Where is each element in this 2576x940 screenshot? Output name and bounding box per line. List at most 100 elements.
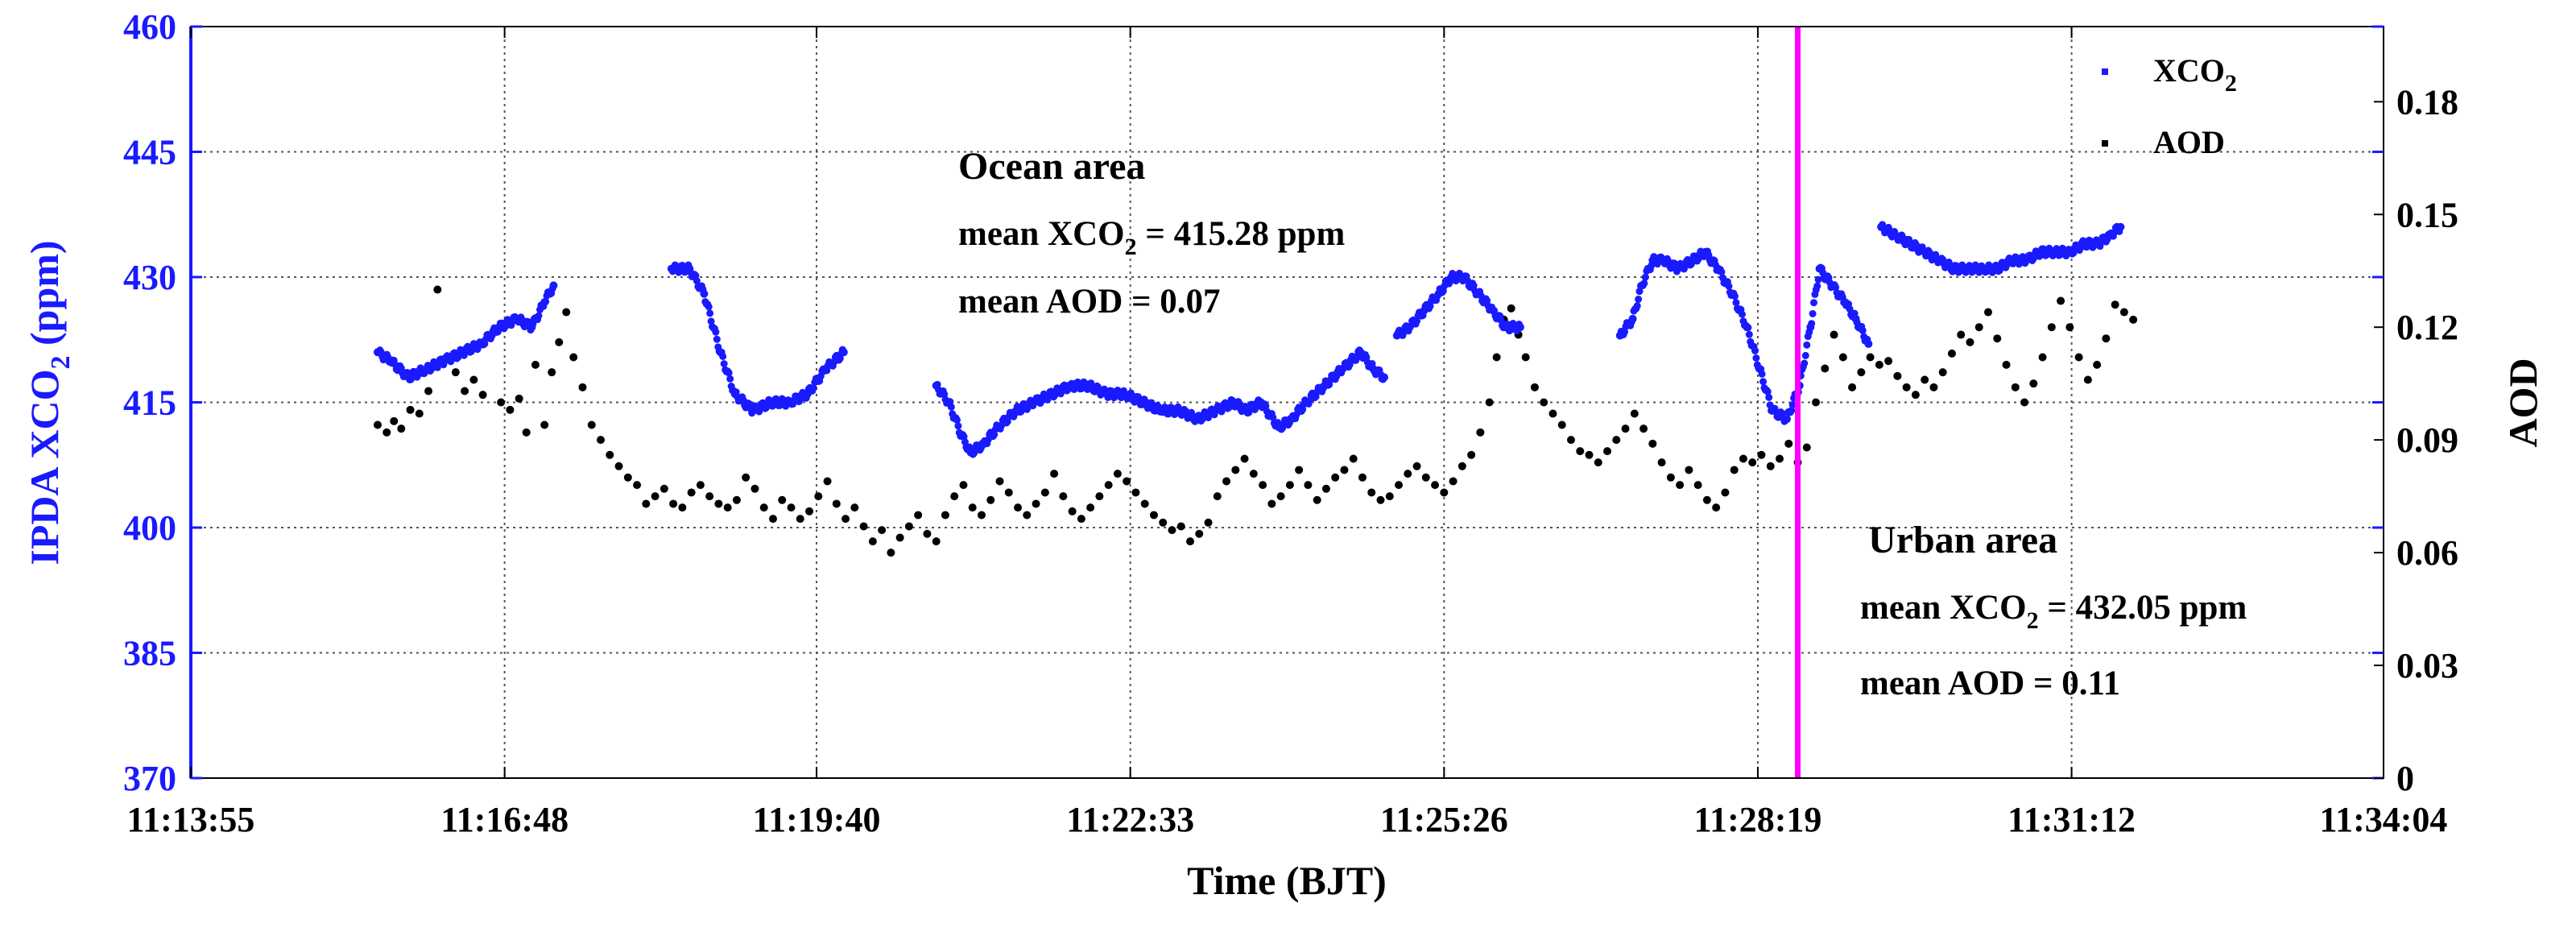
aod-point (1721, 488, 1730, 497)
aod-point (1921, 375, 1929, 384)
aod-point (959, 481, 968, 490)
xco2-point (535, 312, 543, 320)
aod-point (1040, 488, 1049, 497)
aod-point (1712, 503, 1721, 512)
xco2-point (1732, 299, 1740, 307)
aod-point (531, 360, 540, 369)
aod-point (1431, 481, 1440, 490)
aod-point (1911, 391, 1920, 400)
xco2-point (1635, 296, 1643, 304)
left-y-tick-label: 460 (123, 7, 176, 47)
aod-point (1893, 371, 1902, 380)
xco2-point (707, 317, 715, 325)
aod-point (1176, 522, 1185, 531)
xco2-point (725, 369, 733, 377)
aod-point (1812, 398, 1821, 407)
urban-title: Urban area (1868, 519, 2057, 561)
aod-point (1186, 537, 1195, 546)
aod-point (451, 368, 460, 377)
aod-point (555, 337, 564, 346)
aod-point (1140, 499, 1149, 508)
right-y-tick-label: 0.03 (2396, 646, 2458, 685)
aod-point (1367, 488, 1376, 497)
aod-point (1259, 481, 1267, 490)
aod-point (1492, 353, 1501, 362)
xco2-point (961, 438, 969, 446)
aod-point (1630, 409, 1639, 418)
xco2-point (713, 335, 721, 343)
aod-point (1657, 458, 1666, 467)
legend-marker-xco2 (2102, 68, 2108, 75)
aod-point (1340, 466, 1349, 474)
aod-point (1757, 450, 1766, 459)
xco2-point (946, 398, 954, 406)
aod-point (1276, 492, 1285, 501)
aod-point (562, 308, 571, 317)
aod-point (850, 503, 859, 512)
aod-point (1875, 360, 1883, 369)
x-tick-label: 11:28:19 (1694, 800, 1822, 839)
aod-point (397, 424, 406, 433)
xco2-point (1752, 354, 1760, 362)
legend: XCO2 AOD (2102, 52, 2237, 160)
aod-point (1884, 357, 1893, 366)
x-tick-label: 11:16:48 (440, 800, 569, 839)
left-y-tick-label: 370 (123, 759, 176, 798)
aod-point (1159, 518, 1168, 527)
xco2-point (1788, 407, 1796, 415)
xco2-series (373, 221, 2125, 458)
aod-point (1421, 473, 1430, 482)
x-axis-title: Time (BJT) (1187, 858, 1387, 903)
xco2-point (720, 360, 728, 368)
aod-point (977, 511, 986, 520)
right-y-tick-label: 0.18 (2396, 82, 2458, 122)
right-y-tick-label: 0.06 (2396, 533, 2458, 573)
ocean-mean-aod: mean AOD = 0.07 (958, 283, 1221, 321)
x-tick-label: 11:31:12 (2007, 800, 2136, 839)
aod-point (1766, 462, 1775, 470)
aod-point (778, 495, 787, 504)
aod-point (814, 492, 823, 501)
xco2-point (1783, 415, 1792, 424)
aod-point (1566, 436, 1575, 445)
xco2-point (1413, 317, 1421, 325)
xco2-point (1379, 373, 1388, 382)
xco2-point (1808, 320, 1816, 328)
aod-point (1984, 308, 1993, 317)
aod-point (2119, 308, 2128, 317)
right-y-tick-label: 0 (2396, 759, 2414, 798)
aod-point (1313, 495, 1321, 504)
xco2-point (953, 416, 961, 424)
xco2-point (1744, 324, 1752, 332)
aod-point (1548, 409, 1557, 418)
aod-point (623, 473, 632, 482)
aod-point (2057, 296, 2065, 305)
xco2-point (1809, 309, 1817, 317)
aod-point (714, 499, 723, 508)
aod-point (1938, 368, 1947, 377)
aod-point (1331, 473, 1340, 482)
aod-point (723, 503, 732, 512)
xco2-point (1813, 282, 1821, 290)
aod-point (382, 428, 391, 437)
aod-point (1267, 499, 1276, 508)
aod-point (1240, 454, 1249, 463)
xco2-point (1764, 387, 1772, 395)
aod-point (642, 499, 651, 508)
aod-point (1249, 470, 1258, 478)
aod-point (2111, 300, 2119, 309)
aod-point (1739, 454, 1747, 463)
aod-point (497, 398, 506, 407)
aod-point (995, 477, 1004, 486)
aod-point (1077, 515, 1085, 524)
x-tick-label: 11:25:26 (1380, 800, 1508, 839)
aod-point (841, 515, 850, 524)
aod-point (768, 515, 777, 524)
aod-point (805, 507, 814, 516)
xco2-point (1730, 292, 1739, 300)
aod-point (461, 387, 469, 395)
aod-point (750, 484, 759, 493)
xco2-point (1633, 302, 1641, 310)
aod-point (832, 499, 841, 508)
aod-point (759, 503, 768, 512)
